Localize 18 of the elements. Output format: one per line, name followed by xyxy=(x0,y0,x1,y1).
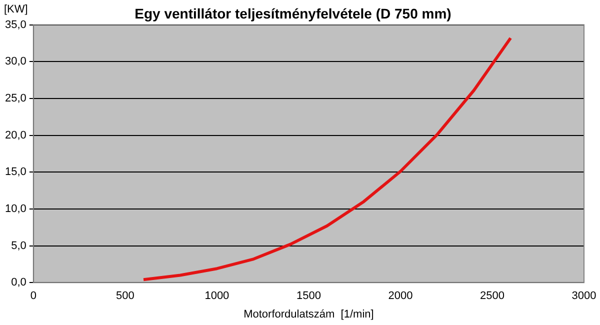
x-axis-title: Motorfordulatszám [1/min] xyxy=(244,308,374,320)
x-tick-label: 1000 xyxy=(204,290,230,302)
y-tick-label: 0,0 xyxy=(11,276,26,289)
y-tick-label: 20,0 xyxy=(4,129,26,142)
x-tick-label: 3000 xyxy=(572,290,596,302)
y-tick-label: 35,0 xyxy=(4,18,26,31)
y-tick-label: 30,0 xyxy=(4,56,26,68)
x-tick-label: 2000 xyxy=(388,290,413,302)
x-tick-label: 0 xyxy=(30,290,36,302)
y-tick-label: 15,0 xyxy=(4,166,26,178)
y-tick-label: 5,0 xyxy=(11,240,26,252)
y-tick-label: 25,0 xyxy=(4,92,26,104)
y-tick-label: 10,0 xyxy=(4,202,26,215)
y-axis-title: [KW] xyxy=(4,4,28,16)
x-tick-label: 2500 xyxy=(480,290,504,302)
chart-title: Egy ventillátor teljesítményfelvétele (D 750 mm) xyxy=(134,5,452,22)
x-tick-label: 1500 xyxy=(296,290,321,302)
x-tick-label: 500 xyxy=(116,290,134,302)
